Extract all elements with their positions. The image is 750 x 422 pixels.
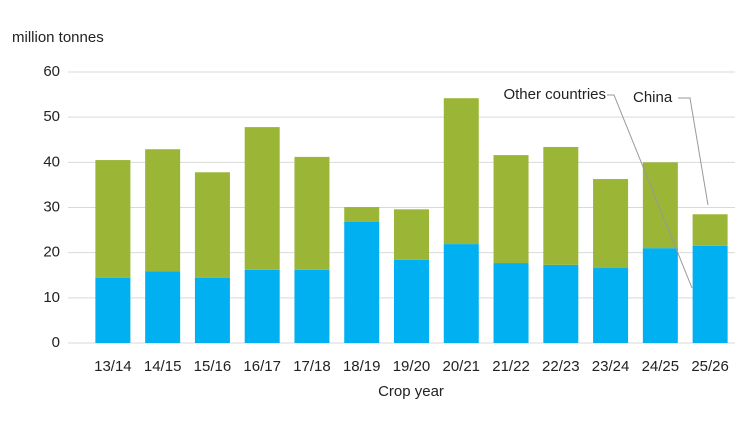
x-tick-label: 17/18 (293, 358, 331, 375)
bar-segment (443, 98, 479, 245)
x-tick-label: 22/23 (542, 358, 580, 375)
x-tick-label: 23/24 (592, 358, 630, 375)
bar-segment (543, 264, 579, 343)
x-tick-label: 15/16 (194, 358, 232, 375)
y-tick-label: 10 (43, 289, 60, 306)
bar-segment (95, 277, 131, 343)
bar-segment (593, 268, 629, 343)
bar-segment (642, 162, 678, 249)
y-axis-label: million tonnes (12, 29, 104, 46)
bar-segment (194, 172, 230, 278)
x-tick-label: 18/19 (343, 358, 381, 375)
bar-segment (493, 155, 529, 264)
bar-segment (593, 179, 629, 269)
leader-line (678, 97, 709, 206)
bar-segment (294, 269, 330, 343)
legend-label: Other countries (503, 86, 606, 103)
x-tick-label: 16/17 (243, 358, 281, 375)
bar-segment (145, 149, 181, 272)
bar-segment (443, 244, 479, 343)
bar-segment (244, 127, 280, 270)
x-tick-label: 20/21 (442, 358, 480, 375)
x-tick-label: 21/22 (492, 358, 530, 375)
x-tick-label: 19/20 (393, 358, 431, 375)
y-tick-label: 30 (43, 198, 60, 215)
x-tick-label: 25/26 (691, 358, 729, 375)
bar-segment (692, 214, 728, 246)
y-tick-label: 40 (43, 153, 60, 170)
x-axis-label: Crop year (378, 383, 444, 400)
bar-segment (543, 146, 579, 265)
x-tick-label: 14/15 (144, 358, 182, 375)
y-tick-label: 50 (43, 108, 60, 125)
bar-segment (394, 259, 429, 343)
x-tick-label: 13/14 (94, 358, 132, 375)
bar-segment (244, 269, 280, 343)
bar-segment (95, 160, 131, 278)
y-tick-label: 0 (52, 334, 60, 351)
bar-segment (642, 248, 678, 343)
bar-segment (692, 245, 728, 343)
y-tick-label: 60 (43, 63, 60, 80)
bar-segment (344, 221, 380, 343)
bar-segment (344, 207, 380, 222)
y-tick-label: 20 (43, 244, 60, 261)
bar-segment (194, 277, 230, 343)
bars (95, 98, 728, 343)
x-tick-label: 24/25 (642, 358, 680, 375)
bar-segment (145, 271, 181, 343)
legend-label: China (633, 89, 673, 106)
leader-line (607, 94, 693, 289)
bar-segment (294, 156, 330, 270)
bar-segment (394, 209, 429, 260)
bar-segment (493, 263, 529, 343)
